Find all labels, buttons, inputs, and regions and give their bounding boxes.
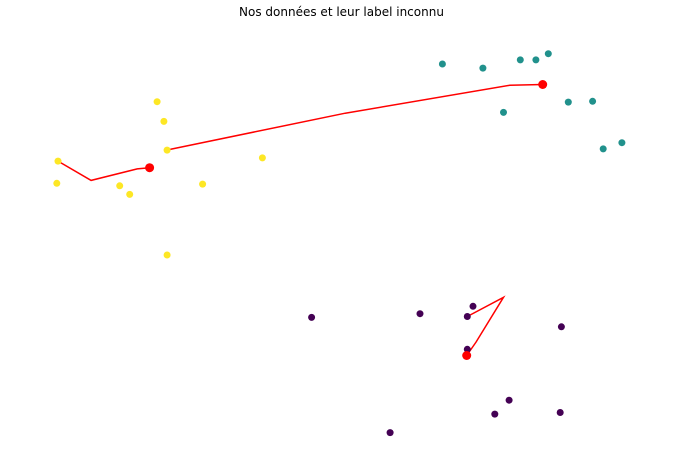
data-point-2-7 [491, 410, 499, 418]
data-point-1-8 [618, 139, 626, 147]
centroid-1 [538, 80, 548, 89]
centroids-layer [145, 80, 548, 360]
data-point-2-2 [463, 313, 471, 320]
centroid-trajectory-0 [57, 160, 150, 182]
data-point-0-7 [126, 190, 134, 198]
data-point-0-9 [163, 251, 171, 259]
points-layer [53, 50, 626, 437]
centroid-2 [462, 351, 472, 360]
trajectory-layer [57, 83, 543, 356]
data-point-2-6 [505, 396, 513, 404]
data-point-2-4 [463, 345, 471, 353]
data-point-2-1 [416, 310, 424, 318]
data-point-1-9 [599, 145, 607, 153]
data-point-1-3 [532, 56, 540, 64]
data-point-1-0 [438, 60, 446, 68]
data-point-2-5 [557, 323, 565, 331]
data-point-0-5 [258, 154, 266, 162]
data-point-2-0 [308, 313, 316, 321]
data-point-0-0 [54, 157, 62, 165]
data-point-2-9 [386, 429, 394, 437]
data-point-0-4 [163, 146, 171, 154]
data-point-1-2 [516, 56, 524, 64]
data-point-2-3 [469, 302, 477, 310]
data-point-0-8 [199, 180, 207, 188]
data-point-1-7 [589, 97, 597, 105]
centroid-trajectory-2 [466, 295, 506, 356]
data-point-1-4 [544, 50, 552, 58]
data-point-0-1 [53, 179, 61, 187]
data-point-1-6 [564, 98, 572, 106]
centroid-trajectory-1 [166, 83, 543, 151]
data-point-1-1 [479, 64, 487, 72]
centroid-0 [145, 163, 155, 173]
data-point-1-5 [500, 108, 507, 116]
data-point-0-6 [116, 182, 124, 190]
data-point-0-3 [160, 117, 168, 125]
data-point-2-8 [556, 409, 564, 416]
chart-title: Nos données et leur label inconnu [239, 5, 444, 19]
data-point-0-2 [153, 98, 161, 106]
